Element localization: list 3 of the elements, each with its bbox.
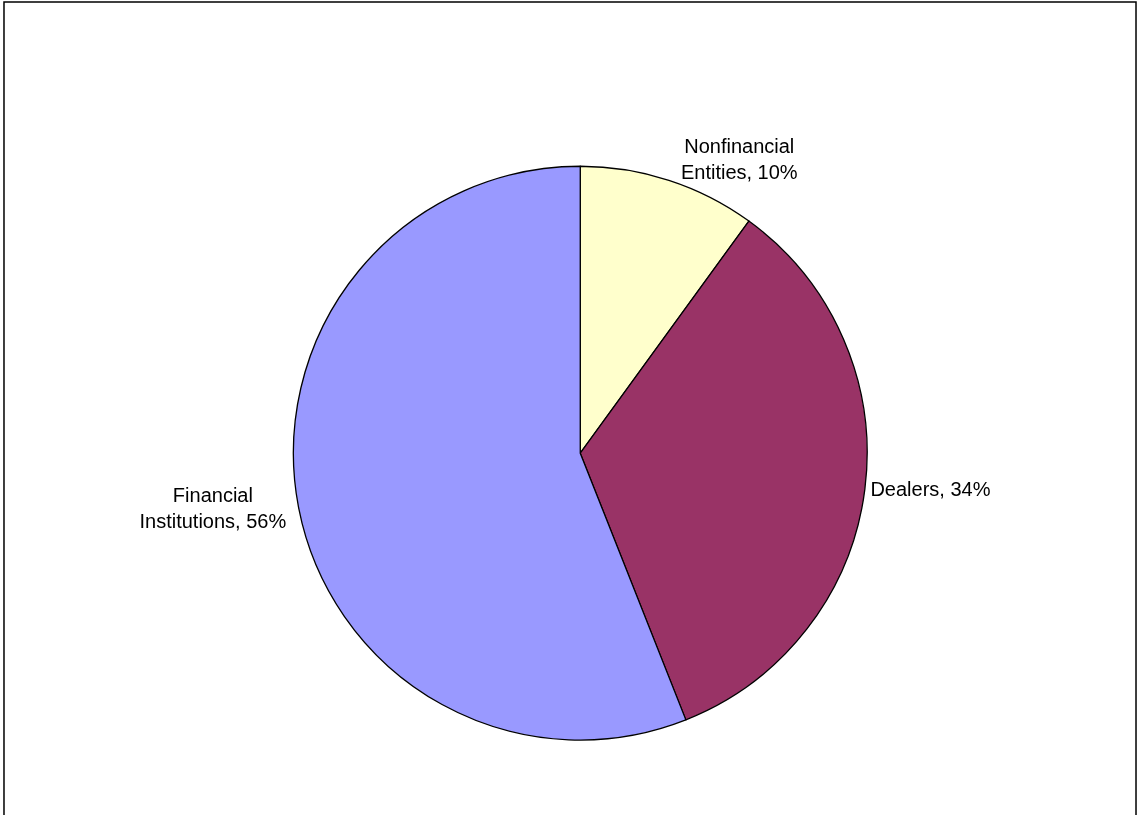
slice-label: Dealers, 34% — [870, 478, 991, 501]
slice-label: Nonfinancial Entities, 10% — [680, 134, 798, 183]
slice-label: Financial Institutions, 56% — [139, 483, 287, 532]
